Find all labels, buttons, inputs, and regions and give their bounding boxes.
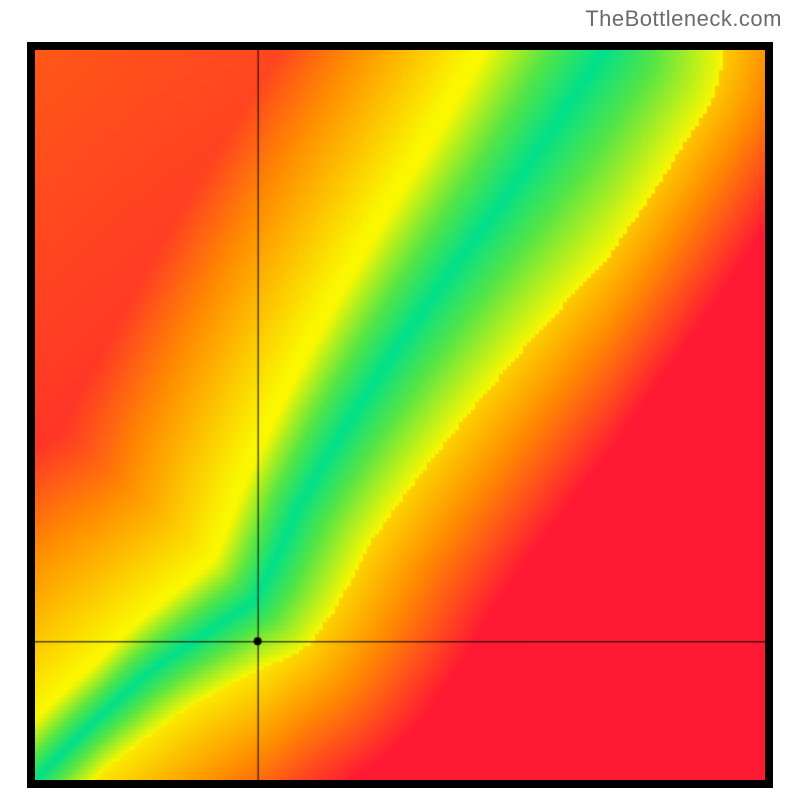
chart-container: TheBottleneck.com: [0, 0, 800, 800]
heatmap-canvas: [35, 50, 765, 780]
heatmap-plot: [27, 42, 773, 788]
watermark-text: TheBottleneck.com: [585, 6, 782, 32]
